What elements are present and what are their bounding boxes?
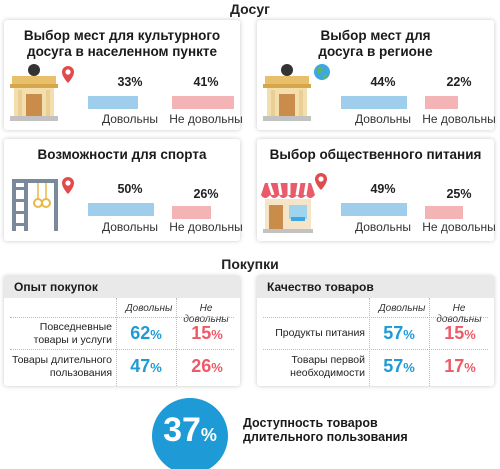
unsatisfied-percent: 26%	[193, 187, 219, 201]
column-header-unsatisfied: Не довольны	[183, 303, 229, 325]
unsatisfied-bar	[172, 206, 211, 219]
divider	[116, 298, 117, 386]
unsatisfied-percent: 25%	[446, 187, 472, 201]
row-label: Товары длительного пользования	[11, 354, 112, 379]
shopping-table-quality: Качество товаров Довольны Не довольны Пр…	[257, 276, 494, 386]
unsatisfied-label: Не довольны	[169, 112, 243, 126]
unsatisfied-value: 26%	[191, 356, 223, 376]
unsatisfied-label: Не довольны	[422, 220, 496, 234]
unsatisfied-bar	[172, 96, 234, 109]
unsatisfied-label: Не довольны	[169, 220, 243, 234]
card-title: Возможности для спорта	[37, 147, 207, 162]
satisfied-label: Довольны	[354, 220, 412, 234]
satisfied-bar	[341, 203, 407, 216]
satisfied-percent: 50%	[117, 182, 143, 196]
satisfied-label: Довольны	[354, 112, 412, 126]
satisfied-percent: 33%	[117, 75, 143, 89]
satisfied-bar	[88, 203, 154, 216]
satisfied-label: Довольны	[101, 220, 159, 234]
satisfied-bar	[341, 96, 407, 109]
table-title: Опыт покупок	[4, 276, 240, 298]
card-title: Выбор мест для досуга в регионе	[318, 28, 433, 59]
satisfied-value: 62%	[130, 323, 162, 343]
satisfied-value: 47%	[130, 356, 162, 376]
column-header-unsatisfied: Не довольны	[436, 303, 482, 325]
satisfied-percent: 44%	[370, 75, 396, 89]
satisfied-percent: 49%	[370, 182, 396, 196]
unsatisfied-bar	[425, 206, 463, 219]
theater-globe-icon	[263, 64, 330, 121]
card-title: Выбор мест для культурного досуга в насе…	[23, 28, 221, 59]
unsatisfied-value: 15%	[444, 323, 476, 343]
satisfied-value: 57%	[383, 323, 415, 343]
column-header-satisfied: Довольны	[378, 303, 426, 314]
table-title: Качество товаров	[257, 276, 494, 298]
divider	[369, 298, 370, 386]
leisure-card-culture: Выбор мест для культурного досуга в насе…	[4, 20, 243, 130]
row-label: Продукты питания	[275, 327, 365, 339]
card-title: Выбор общественного питания	[269, 147, 482, 162]
divider	[263, 349, 488, 350]
column-header-satisfied: Довольны	[125, 303, 173, 314]
unsatisfied-bar	[425, 96, 458, 109]
unsatisfied-value: 15%	[191, 323, 223, 343]
row-label: Товары первой необходимости	[290, 354, 365, 379]
theater-building-icon	[10, 64, 74, 121]
divider	[10, 349, 234, 350]
divider	[10, 317, 234, 318]
unsatisfied-percent: 41%	[193, 75, 219, 89]
unsatisfied-value: 17%	[444, 356, 476, 376]
availability-percent-sign: %	[200, 425, 217, 445]
unsatisfied-percent: 22%	[446, 75, 472, 89]
divider	[429, 298, 430, 386]
satisfied-label: Довольны	[101, 112, 159, 126]
leisure-card-region: Выбор мест для досуга в регионе 44% Дово…	[257, 20, 496, 130]
satisfied-bar	[88, 96, 138, 109]
leisure-card-catering: Выбор общественного питания 49% Довольны…	[257, 139, 496, 241]
availability-label: Доступность товаров длительного пользова…	[243, 416, 408, 444]
shopping-section-title: Покупки	[221, 256, 279, 272]
leisure-section-title: Досуг	[230, 1, 270, 17]
unsatisfied-label: Не довольны	[422, 112, 496, 126]
cafe-icon	[261, 173, 327, 233]
availability-value: 37	[163, 411, 201, 449]
availability-circle: 37%	[152, 398, 228, 469]
divider	[176, 298, 177, 386]
leisure-card-sport: Возможности для спорта 50% Довольны 26% …	[4, 139, 243, 241]
playground-icon	[12, 177, 74, 231]
divider	[263, 317, 488, 318]
row-label: Повседневные товары и услуги	[33, 321, 112, 346]
shopping-table-experience: Опыт покупок Довольны Не довольны Повсед…	[4, 276, 240, 386]
satisfied-value: 57%	[383, 356, 415, 376]
